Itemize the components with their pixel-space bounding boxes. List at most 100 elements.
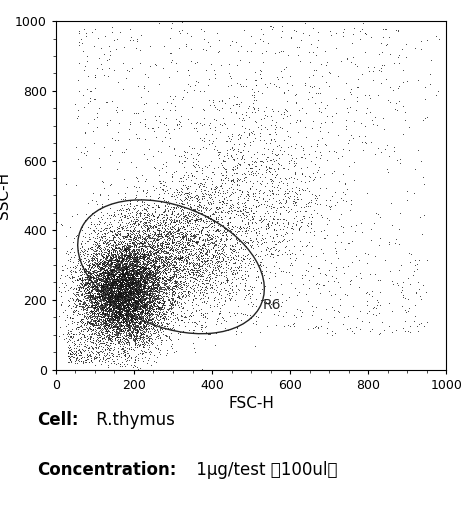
Point: [131, 332, 138, 341]
Point: [125, 315, 132, 323]
Point: [173, 266, 181, 274]
Point: [114, 253, 121, 261]
Point: [105, 308, 112, 317]
Point: [108, 274, 115, 282]
Point: [112, 106, 120, 115]
Point: [106, 263, 113, 271]
Point: [126, 278, 133, 287]
Point: [123, 279, 131, 288]
Point: [201, 260, 208, 269]
Point: [157, 230, 165, 238]
Point: [203, 286, 210, 295]
Point: [94, 264, 101, 272]
Point: [205, 120, 213, 129]
Point: [153, 287, 160, 296]
Point: [139, 357, 146, 365]
Point: [86, 335, 93, 343]
Point: [137, 298, 145, 306]
Point: [173, 220, 180, 228]
Point: [392, 105, 399, 113]
Point: [126, 274, 133, 282]
Point: [101, 279, 108, 288]
Point: [117, 293, 125, 301]
Point: [142, 322, 149, 331]
Point: [125, 295, 133, 304]
Point: [126, 324, 133, 333]
Point: [123, 291, 130, 299]
Point: [196, 267, 204, 276]
Point: [93, 268, 101, 276]
Point: [209, 266, 217, 275]
Point: [97, 289, 104, 298]
Point: [129, 306, 137, 314]
Point: [100, 239, 108, 248]
Point: [104, 263, 111, 271]
Point: [175, 303, 182, 311]
Point: [107, 283, 115, 291]
Point: [113, 324, 120, 333]
Point: [93, 288, 100, 297]
Point: [69, 329, 76, 338]
Point: [99, 297, 106, 305]
Point: [124, 319, 131, 327]
Point: [113, 318, 120, 327]
Point: [114, 308, 122, 317]
Point: [109, 298, 116, 307]
Point: [139, 259, 146, 267]
Point: [76, 347, 83, 355]
Point: [128, 294, 135, 302]
Point: [236, 240, 243, 249]
Point: [237, 316, 244, 325]
Point: [191, 263, 198, 272]
Point: [139, 215, 146, 223]
Point: [238, 188, 246, 196]
Point: [359, 146, 367, 154]
Point: [118, 282, 125, 291]
Point: [155, 295, 162, 303]
Point: [113, 261, 120, 270]
Point: [131, 275, 138, 283]
Point: [153, 247, 161, 255]
Point: [70, 310, 77, 319]
Point: [113, 259, 120, 267]
Point: [241, 201, 249, 209]
Point: [93, 280, 101, 289]
Point: [80, 267, 87, 275]
Point: [100, 304, 107, 312]
Point: [125, 280, 133, 288]
Point: [121, 304, 129, 312]
Point: [120, 290, 127, 299]
Point: [155, 257, 162, 265]
Point: [105, 310, 112, 318]
Point: [217, 279, 224, 288]
Point: [166, 273, 173, 281]
Point: [228, 152, 235, 161]
Point: [87, 295, 94, 303]
Point: [101, 279, 108, 287]
Point: [392, 25, 399, 34]
Point: [422, 114, 429, 122]
Point: [169, 309, 177, 317]
Point: [140, 245, 147, 253]
Point: [135, 265, 143, 274]
Point: [165, 284, 173, 292]
Point: [233, 235, 240, 244]
Point: [106, 243, 113, 251]
Point: [134, 275, 141, 284]
Point: [85, 287, 92, 296]
Point: [149, 279, 156, 288]
Point: [108, 308, 116, 317]
Point: [120, 148, 128, 156]
Point: [93, 275, 100, 284]
Point: [140, 249, 148, 258]
Point: [86, 265, 94, 274]
Point: [115, 305, 123, 313]
Point: [138, 292, 146, 300]
Point: [121, 288, 129, 296]
Point: [135, 287, 143, 296]
Point: [114, 252, 122, 261]
Point: [88, 297, 95, 305]
Point: [113, 293, 120, 301]
Point: [115, 308, 123, 316]
Point: [127, 288, 135, 296]
